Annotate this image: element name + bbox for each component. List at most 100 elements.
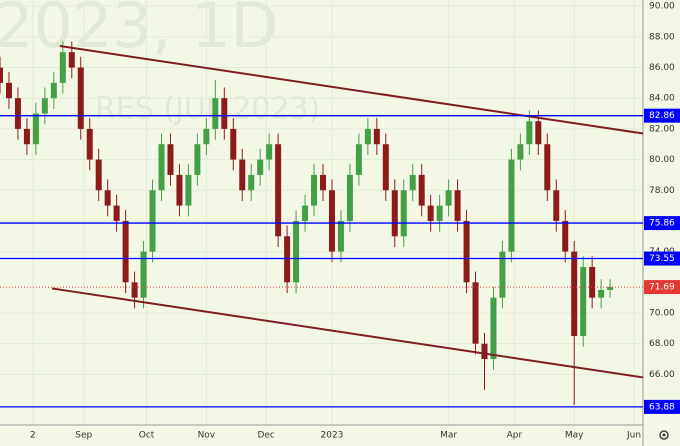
watermark-sub: RES (JUL 2023) bbox=[95, 92, 320, 127]
level-label: 82.86 bbox=[649, 111, 675, 121]
candle-body bbox=[59, 52, 66, 83]
candle-body bbox=[185, 174, 192, 206]
candle-body bbox=[221, 98, 228, 129]
candle-body bbox=[472, 282, 479, 344]
candle-body bbox=[50, 82, 57, 99]
candle-body bbox=[95, 159, 102, 191]
candle-body bbox=[535, 121, 542, 145]
candle-body bbox=[167, 144, 174, 175]
y-tick-label: 70.00 bbox=[649, 308, 675, 318]
y-tick-label: 86.00 bbox=[649, 63, 675, 73]
candle-body bbox=[275, 144, 282, 237]
level-label: 73.55 bbox=[649, 254, 675, 264]
candle-body bbox=[562, 220, 569, 252]
x-tick-label: Apr bbox=[507, 431, 523, 441]
candle-body bbox=[203, 128, 210, 145]
candle-body bbox=[68, 52, 75, 68]
candle-body bbox=[598, 289, 605, 298]
candle-body bbox=[418, 174, 425, 206]
x-tick-label: 2 bbox=[30, 431, 36, 441]
candle-body bbox=[436, 205, 443, 221]
level-tag bbox=[644, 216, 680, 231]
candle-body bbox=[194, 144, 201, 175]
level-tag bbox=[644, 251, 680, 266]
candle-body bbox=[149, 190, 156, 252]
candle-body bbox=[544, 144, 551, 191]
candle-body bbox=[346, 174, 353, 221]
candle-body bbox=[328, 190, 335, 252]
x-tick-label: Jun bbox=[626, 431, 641, 441]
candle-body bbox=[230, 128, 237, 160]
x-tick-label: Mar bbox=[440, 431, 457, 441]
y-tick-label: 82.00 bbox=[649, 124, 675, 134]
candle-body bbox=[382, 144, 389, 191]
candle-body bbox=[481, 343, 488, 360]
candle-body bbox=[41, 98, 48, 114]
candle-body bbox=[517, 144, 524, 160]
y-tick-label: 90.00 bbox=[649, 2, 675, 12]
level-tag bbox=[644, 108, 680, 123]
candle-body bbox=[391, 190, 398, 237]
candle-body bbox=[131, 282, 138, 298]
candle-body bbox=[580, 266, 587, 337]
level-tag bbox=[644, 399, 680, 414]
candle-body bbox=[337, 220, 344, 252]
candle-body bbox=[508, 159, 515, 252]
candle-body bbox=[427, 205, 434, 221]
candle-body bbox=[0, 67, 3, 83]
y-tick-label: 84.00 bbox=[649, 94, 675, 104]
candle-body bbox=[14, 98, 21, 129]
candle-body bbox=[373, 128, 380, 145]
y-tick-label: 88.00 bbox=[649, 32, 675, 42]
trendline bbox=[51, 287, 644, 379]
candle-body bbox=[607, 287, 614, 290]
candle-body bbox=[499, 251, 506, 298]
candle-body bbox=[122, 220, 129, 283]
candle-body bbox=[355, 144, 362, 175]
y-tick-label: 68.00 bbox=[649, 339, 675, 349]
candle-body bbox=[248, 174, 255, 191]
candle-body bbox=[86, 128, 93, 160]
candle-body bbox=[284, 236, 291, 283]
candle-body bbox=[158, 144, 165, 191]
level-label: 75.86 bbox=[649, 219, 675, 229]
candle-body bbox=[239, 159, 246, 191]
candle-body bbox=[454, 190, 461, 221]
candle-body bbox=[293, 220, 300, 283]
candle-body bbox=[140, 251, 147, 298]
candle-body bbox=[302, 205, 309, 221]
candle-body bbox=[5, 82, 12, 99]
candle-body bbox=[104, 190, 111, 206]
candle-body bbox=[257, 159, 264, 175]
y-tick-label: 80.00 bbox=[649, 155, 675, 165]
candle-body bbox=[445, 190, 452, 206]
candle-body bbox=[589, 266, 596, 298]
watermark: 2023, 1D bbox=[0, 0, 278, 62]
candle-body bbox=[266, 144, 273, 160]
candle-body bbox=[463, 220, 470, 283]
y-tick-label: 78.00 bbox=[649, 186, 675, 196]
candle-body bbox=[400, 190, 407, 237]
candle-body bbox=[409, 174, 416, 191]
candle-body bbox=[490, 297, 497, 360]
last-price-label: 71.69 bbox=[649, 283, 675, 293]
x-tick-label: Nov bbox=[198, 431, 216, 441]
settings-icon[interactable] bbox=[659, 430, 669, 440]
x-tick-label: 2023 bbox=[321, 431, 344, 441]
x-tick-label: May bbox=[565, 431, 584, 441]
candle-body bbox=[571, 251, 578, 337]
candle-body bbox=[212, 98, 219, 129]
candle-body bbox=[23, 128, 30, 145]
candle-body bbox=[364, 128, 371, 145]
trendline bbox=[59, 45, 644, 135]
candle-body bbox=[113, 205, 120, 221]
candle-body bbox=[176, 174, 183, 206]
level-label: 63.88 bbox=[649, 402, 675, 412]
y-tick-label: 66.00 bbox=[649, 370, 675, 380]
last-price-tag bbox=[644, 280, 680, 295]
candle-body bbox=[526, 121, 533, 145]
candle-body bbox=[553, 190, 560, 221]
x-tick-label: Oct bbox=[139, 431, 155, 441]
candle-body bbox=[319, 174, 326, 191]
